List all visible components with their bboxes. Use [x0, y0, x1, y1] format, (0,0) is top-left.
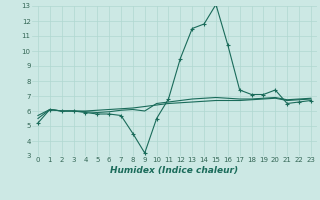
- X-axis label: Humidex (Indice chaleur): Humidex (Indice chaleur): [110, 166, 238, 175]
